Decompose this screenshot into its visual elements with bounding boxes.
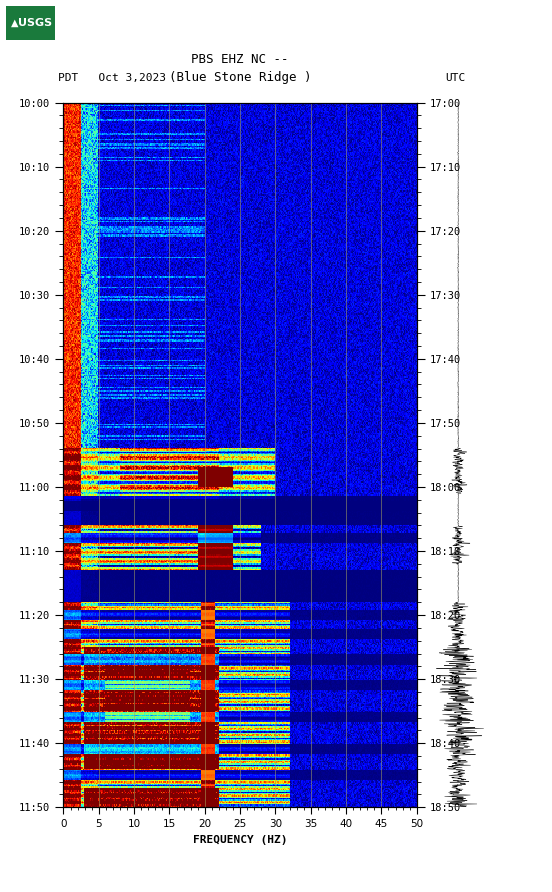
Text: (Blue Stone Ridge ): (Blue Stone Ridge ): [169, 71, 311, 84]
X-axis label: FREQUENCY (HZ): FREQUENCY (HZ): [193, 835, 288, 845]
Text: USGS: USGS: [18, 18, 52, 29]
Text: PBS EHZ NC --: PBS EHZ NC --: [192, 54, 289, 66]
Text: UTC: UTC: [445, 72, 465, 83]
Text: ▲: ▲: [10, 18, 18, 29]
Text: PDT   Oct 3,2023: PDT Oct 3,2023: [58, 72, 166, 83]
